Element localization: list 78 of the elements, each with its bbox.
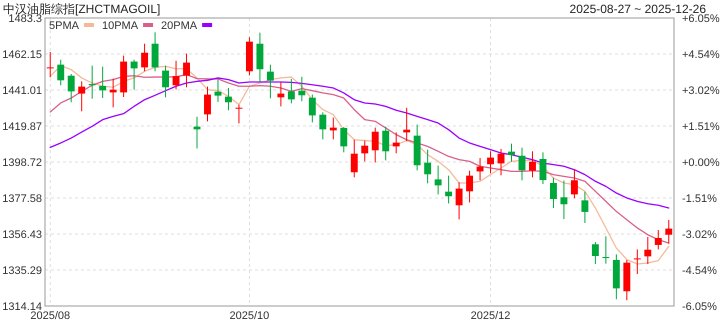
candlestick: [540, 152, 546, 184]
ytick: 1335.29: [2, 265, 42, 277]
candlestick: [308, 94, 316, 123]
candlestick: [183, 53, 190, 88]
ytick: 1419.87: [2, 121, 42, 133]
candlestick: [434, 165, 442, 195]
ytick: 1377.58: [2, 193, 42, 205]
legend-label: 20PMA: [161, 20, 198, 32]
candlestick: [487, 150, 494, 174]
candlestick: [654, 229, 662, 250]
ytick: 1462.15: [2, 49, 42, 61]
candlestick: [78, 80, 86, 112]
candlestick: [340, 126, 348, 153]
candlestick: [68, 74, 75, 103]
candlestick: [130, 59, 138, 90]
candlestick: [110, 78, 117, 108]
y2tick: -1.51%: [682, 192, 717, 205]
candlestick: [476, 157, 484, 181]
candlestick: [99, 66, 106, 99]
y2tick: +4.54%: [682, 48, 720, 61]
candlestick: [592, 242, 599, 265]
candlestick: [298, 76, 306, 102]
candlestick: [235, 104, 242, 124]
candlestick: [602, 236, 610, 264]
candlestick: [350, 139, 358, 178]
y2tick: -4.54%: [682, 265, 717, 278]
legend-label: 5PMA: [49, 20, 80, 32]
legend-label: 10PMA: [102, 20, 139, 32]
candlestick: [634, 248, 641, 275]
y2tick: +1.51%: [682, 121, 720, 134]
candlestick: [57, 59, 64, 86]
candlestick: [330, 117, 337, 140]
xtick: 2025/08: [30, 310, 70, 320]
candlestick: [581, 191, 588, 224]
candlestick: [560, 180, 568, 220]
candlestick: [424, 149, 432, 184]
candlestick: [550, 177, 557, 208]
candlestick: [518, 147, 526, 181]
candlestick: [266, 64, 274, 99]
candlestick: [361, 140, 368, 162]
xtick: 2025/10: [230, 310, 270, 320]
candlestick: [141, 43, 148, 72]
candlestick: [382, 126, 390, 161]
y2tick: -6.05%: [682, 301, 717, 313]
candlestick: [466, 170, 474, 203]
y2tick: +3.02%: [682, 85, 720, 98]
xtick: 2025/12: [470, 310, 510, 320]
candlestick: [508, 143, 515, 162]
ytick: 1314.14: [2, 301, 42, 313]
candlestick: [194, 116, 200, 149]
candlestick: [372, 127, 379, 163]
candlestick: [225, 87, 232, 111]
candlestick: [456, 182, 463, 220]
candlestick: [403, 107, 410, 142]
candlestick: [319, 112, 326, 140]
y2tick: -3.02%: [682, 228, 717, 241]
candlestick: [288, 78, 295, 104]
candlestick: [665, 219, 672, 244]
candlestick: [204, 86, 211, 122]
ytick: 1483.3: [8, 13, 42, 25]
ytick: 1398.72: [2, 157, 42, 169]
candlestick: [277, 82, 284, 107]
candlestick: [46, 52, 54, 78]
candlestick: [644, 236, 652, 265]
candlestick: [392, 132, 400, 154]
candlestick: [162, 65, 170, 98]
title: 中汉油脂综指[ZHCTMAGOIL]: [3, 2, 160, 16]
candlestick: [570, 168, 578, 199]
y2tick: +0.00%: [682, 157, 720, 169]
candlestick: [498, 148, 504, 176]
candlestick: [529, 150, 536, 178]
ytick: 1441.01: [2, 85, 42, 97]
candlestick: [214, 79, 222, 102]
y2tick: +6.05%: [682, 13, 720, 25]
candlestick: [152, 32, 159, 72]
candlestick: [445, 175, 452, 204]
ytick: 1356.43: [2, 229, 42, 241]
candlestick: [172, 60, 180, 90]
